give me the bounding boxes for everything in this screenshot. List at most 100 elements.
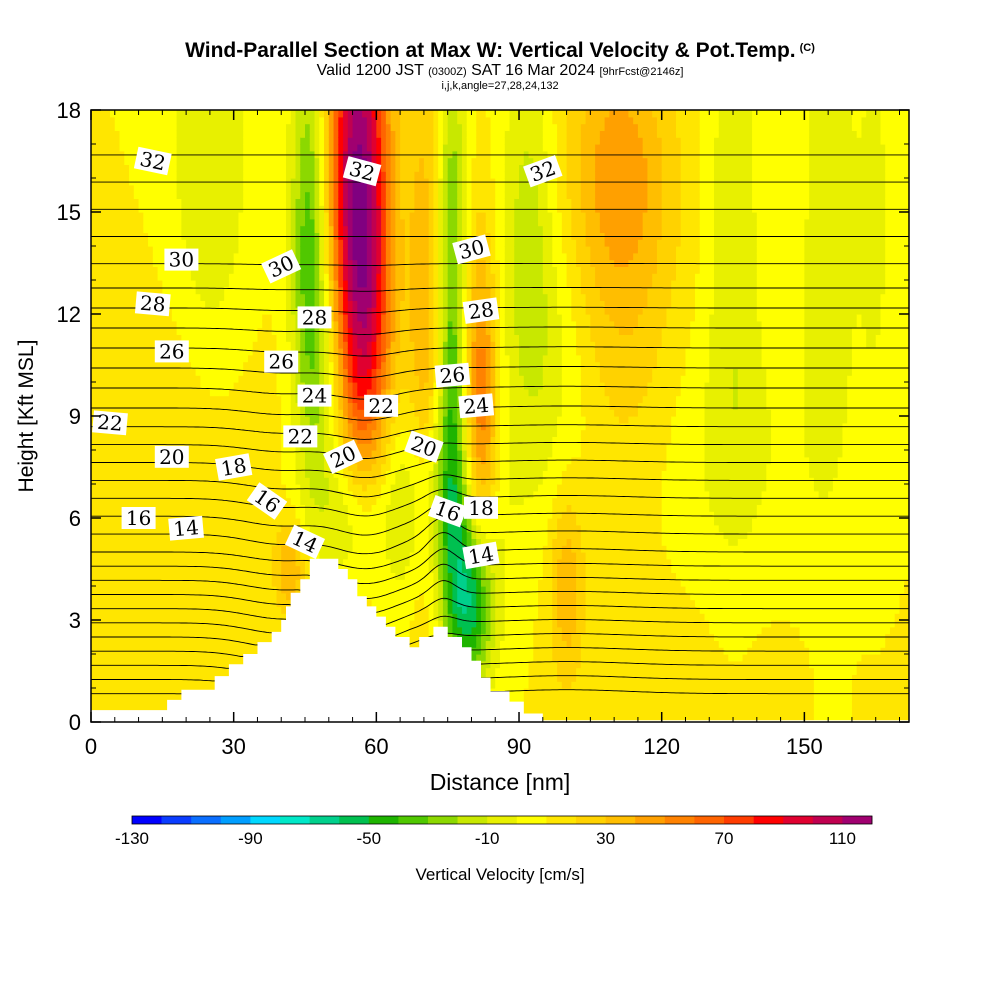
velocity-cell [314, 212, 320, 220]
velocity-cell [266, 633, 273, 641]
velocity-cell [110, 110, 116, 118]
velocity-cell [238, 402, 244, 410]
velocity-cell [319, 361, 325, 369]
velocity-cell [152, 246, 159, 254]
velocity-cell [295, 212, 301, 220]
velocity-cell [143, 681, 149, 689]
velocity-cell [305, 144, 311, 152]
velocity-cell [148, 531, 154, 539]
velocity-cell [190, 212, 197, 220]
velocity-cell [271, 545, 278, 553]
velocity-cell [176, 273, 182, 281]
velocity-cell [214, 307, 221, 315]
velocity-cell [276, 565, 282, 573]
velocity-cell [167, 538, 173, 546]
velocity-cell [333, 422, 339, 431]
velocity-cell [219, 198, 225, 206]
velocity-cell [271, 552, 278, 560]
velocity-cell [290, 518, 297, 526]
velocity-cell [224, 334, 230, 342]
velocity-cell [105, 300, 111, 308]
velocity-cell [143, 450, 149, 458]
velocity-cell [110, 164, 116, 172]
velocity-cell [148, 456, 154, 465]
velocity-cell [138, 674, 144, 682]
velocity-cell [190, 110, 197, 118]
velocity-cell [219, 137, 225, 145]
velocity-cell [157, 184, 163, 193]
velocity-cell [162, 477, 168, 485]
velocity-cell [190, 586, 197, 594]
velocity-cell [171, 558, 178, 567]
velocity-cell [276, 246, 282, 254]
velocity-cell [257, 620, 263, 628]
velocity-cell [281, 409, 287, 417]
velocity-cell [176, 626, 182, 635]
velocity-cell [167, 198, 173, 206]
velocity-cell [162, 225, 168, 233]
velocity-cell [195, 470, 201, 478]
velocity-cell [262, 524, 268, 533]
velocity-cell [247, 504, 254, 512]
velocity-cell [271, 470, 278, 478]
velocity-cell [100, 225, 106, 233]
velocity-cell [209, 579, 216, 587]
velocity-cell [305, 259, 311, 267]
velocity-cell [224, 184, 230, 193]
velocity-cell [252, 511, 259, 519]
velocity-cell [266, 286, 273, 295]
velocity-cell [171, 565, 178, 573]
velocity-cell [148, 470, 154, 478]
velocity-cell [257, 320, 263, 329]
velocity-cell [281, 484, 287, 492]
velocity-cell [181, 368, 187, 376]
velocity-cell [343, 273, 349, 281]
velocity-cell [247, 592, 254, 601]
velocity-cell [262, 300, 268, 308]
velocity-cell [95, 538, 102, 546]
velocity-cell [148, 640, 154, 648]
velocity-cell [95, 504, 102, 512]
velocity-cell [195, 368, 201, 376]
velocity-cell [238, 191, 244, 199]
velocity-cell [205, 239, 211, 247]
velocity-cell [148, 116, 154, 125]
velocity-cell [324, 463, 330, 471]
velocity-cell [114, 484, 121, 492]
velocity-cell [238, 320, 244, 329]
velocity-cell [200, 354, 206, 363]
velocity-cell [129, 266, 135, 274]
velocity-cell [238, 157, 244, 165]
velocity-cell [276, 314, 282, 322]
velocity-cell [200, 218, 206, 227]
velocity-cell [285, 484, 292, 492]
velocity-cell [195, 218, 201, 227]
velocity-cell [195, 388, 201, 397]
velocity-cell [328, 327, 335, 335]
velocity-cell [333, 130, 339, 138]
velocity-cell [119, 613, 125, 621]
velocity-cell [200, 463, 206, 471]
velocity-cell [266, 280, 273, 288]
velocity-cell [167, 558, 173, 567]
velocity-cell [200, 667, 206, 675]
velocity-cell [190, 429, 197, 437]
velocity-cell [143, 545, 149, 553]
velocity-cell [333, 375, 339, 383]
velocity-cell [228, 320, 235, 329]
velocity-cell [138, 239, 144, 247]
velocity-cell [167, 681, 173, 689]
velocity-cell [110, 518, 116, 526]
velocity-cell [171, 552, 178, 560]
velocity-cell [100, 599, 106, 607]
velocity-cell [209, 518, 216, 526]
velocity-cell [138, 620, 144, 628]
velocity-cell [305, 198, 311, 206]
velocity-cell [243, 307, 249, 315]
velocity-cell [238, 314, 244, 322]
velocity-cell [129, 701, 135, 709]
velocity-cell [324, 212, 330, 220]
velocity-cell [152, 212, 159, 220]
velocity-cell [148, 212, 154, 220]
velocity-cell [238, 633, 244, 641]
